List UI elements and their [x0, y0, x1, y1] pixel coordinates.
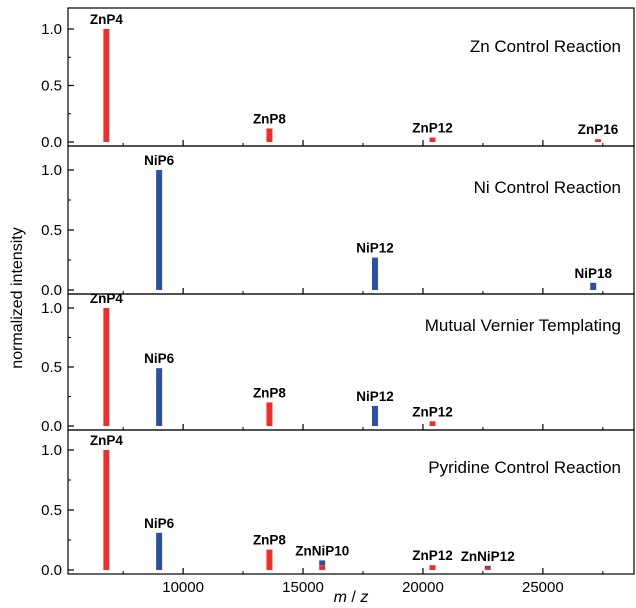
peak-bar-znp8	[266, 128, 273, 142]
panel-1: 0.0 0.5 1.0 Zn Control Reaction ZnP4 ZnP8 ZnP1…	[41, 7, 635, 151]
peak-label-znp16: ZnP16	[578, 122, 619, 137]
y-tick-label: 0.0	[41, 282, 62, 299]
x-tick-label: 10000	[162, 579, 204, 596]
peak-label-znnip12: ZnNiP12	[461, 549, 515, 564]
peak-label-znnip10: ZnNiP10	[295, 543, 349, 558]
panel-title: Pyridine Control Reaction	[428, 458, 621, 477]
y-axis-label: normalized intensity	[9, 227, 26, 368]
peak-bar-znp12	[429, 565, 436, 570]
peak-bar-nip6	[156, 532, 163, 570]
x-axis-label: m / z	[334, 589, 369, 606]
peak-bar-znp12	[429, 421, 436, 426]
peak-label-nip6: NiP6	[144, 153, 175, 168]
peak-label-znp4: ZnP4	[90, 291, 123, 306]
panel-title: Ni Control Reaction	[474, 178, 621, 197]
y-tick-label: 1.0	[41, 162, 62, 179]
peak-bar-znnip12-ni	[484, 565, 491, 568]
peak-bar-znp8	[266, 402, 273, 426]
peak-label-znp12: ZnP12	[412, 548, 453, 563]
y-tick-label: 0.5	[41, 359, 62, 376]
peak-label-znp8: ZnP8	[253, 385, 286, 400]
panel-title: Mutual Vernier Templating	[425, 316, 621, 335]
peak-bar-nip6	[156, 170, 163, 290]
peak-label-znp4: ZnP4	[90, 433, 123, 448]
peak-bar-znp4	[103, 450, 110, 570]
y-tick-label: 0.5	[41, 502, 62, 519]
peak-bar-znp8	[266, 549, 273, 570]
panels-layer: 0.0 0.5 1.0 Zn Control Reaction ZnP4 ZnP8 ZnP1…	[41, 7, 635, 596]
peak-bar-znp4	[103, 29, 110, 142]
y-tick-label: 0.5	[41, 78, 62, 95]
peak-label-znp4: ZnP4	[90, 12, 123, 27]
peak-bar-nip12	[371, 257, 378, 290]
peak-label-nip6: NiP6	[144, 516, 175, 531]
panel-frame	[67, 145, 635, 295]
y-tick-label: 0.0	[41, 418, 62, 435]
y-tick-label: 1.0	[41, 300, 62, 317]
peak-label-nip12: NiP12	[356, 241, 394, 256]
y-tick-label: 1.0	[41, 21, 62, 38]
peak-bar-nip12	[371, 405, 378, 426]
peak-bar-znnip10-ni	[319, 560, 326, 566]
peak-bar-znp4	[103, 308, 110, 426]
peak-bar-znnip10-zn	[319, 565, 326, 570]
peak-bar-znp16	[595, 139, 602, 142]
x-tick-label: 15000	[282, 579, 324, 596]
y-tick-label: 0.0	[41, 134, 62, 151]
peak-bar-znnip12-zn	[484, 567, 491, 570]
panel-title: Zn Control Reaction	[470, 37, 621, 56]
panel-frame	[67, 7, 635, 147]
peak-label-znp12: ZnP12	[412, 404, 453, 419]
x-tick-label: 20000	[402, 579, 444, 596]
x-tick-label: 25000	[522, 579, 564, 596]
peak-bar-znp12	[429, 137, 436, 142]
peak-label-znp8: ZnP8	[253, 111, 286, 126]
x-axis-label-z: z	[359, 589, 368, 606]
y-tick-label: 0.5	[41, 222, 62, 239]
peak-label-nip18: NiP18	[574, 266, 612, 281]
peak-bar-nip6	[156, 368, 163, 426]
x-axis-label-m: m	[334, 589, 347, 606]
panel-frame	[67, 429, 635, 575]
y-tick-label: 1.0	[41, 442, 62, 459]
peak-bar-nip18	[590, 282, 597, 290]
panel-4: 0.0 0.5 1.0 Pyridine Control Reaction ZnP4 Ni…	[41, 429, 635, 596]
panel-2: 0.0 0.5 1.0 Ni Control Reaction NiP6 NiP12 NiP…	[41, 145, 635, 299]
y-tick-label: 0.0	[41, 562, 62, 579]
x-axis-label-sep: /	[347, 589, 360, 606]
peak-label-nip12: NiP12	[356, 389, 394, 404]
panel-3: 0.0 0.5 1.0 Mutual Vernier Templating ZnP4 Ni…	[41, 291, 635, 435]
peak-label-nip6: NiP6	[144, 351, 175, 366]
peak-label-znp8: ZnP8	[253, 533, 286, 548]
peak-label-znp12: ZnP12	[412, 120, 453, 135]
